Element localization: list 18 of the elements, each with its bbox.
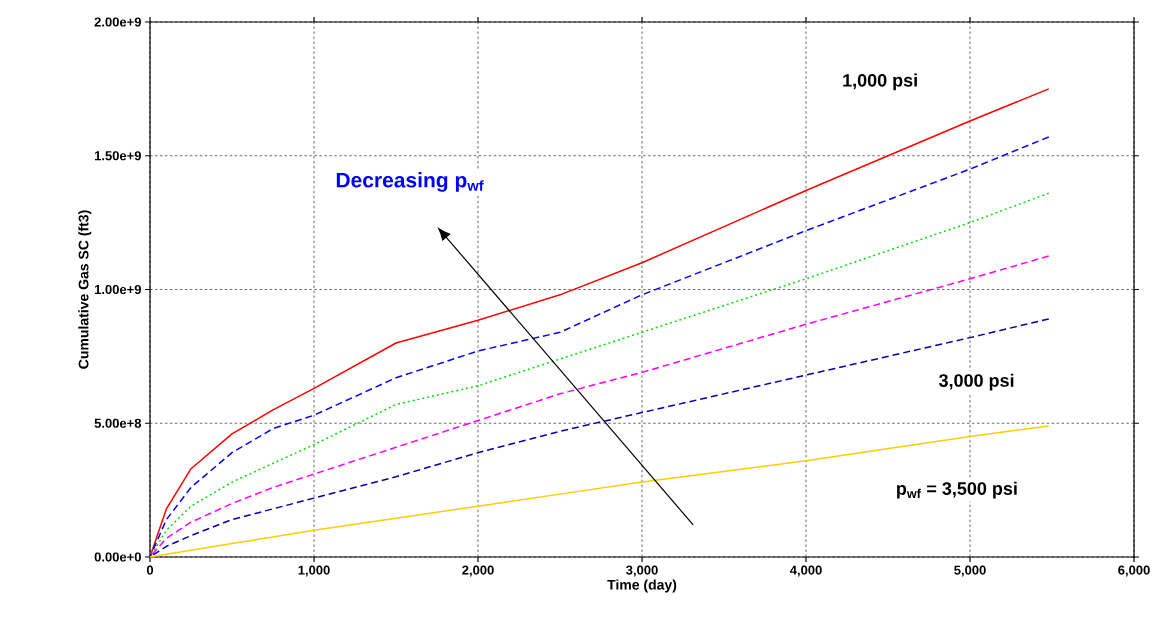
y-tick-label: 2.00e+9 [94,17,141,27]
x-tick-label: 1,000 [298,565,330,577]
y-tick-label: 0.00e+0 [94,552,141,562]
y-tick-label: 1.00e+9 [94,284,141,295]
x-axis-title: Time (day) [607,579,677,593]
x-tick-label: 4,000 [789,565,822,577]
x-tick-label: 5,000 [954,565,986,577]
annotation: 1,000 psi [843,73,917,91]
x-tick-label: 0 [146,565,154,575]
x-tick-label: 3,000 [626,565,658,577]
x-tick-label: 2,000 [462,565,494,577]
x-tick-label: 6,000 [1118,565,1150,577]
y-tick-label: 5.00e+8 [94,418,142,428]
annotation: Decreasing p$_{wf}$ [336,172,484,192]
y-tick-label: 1.50e+9 [94,151,141,161]
y-axis-title: Cumulative Gas SC (ft3) [78,210,92,369]
annotation: 3,000 psi [938,373,1014,391]
annotation: p$_{wf}$ = 3,500 psi [897,481,1017,499]
